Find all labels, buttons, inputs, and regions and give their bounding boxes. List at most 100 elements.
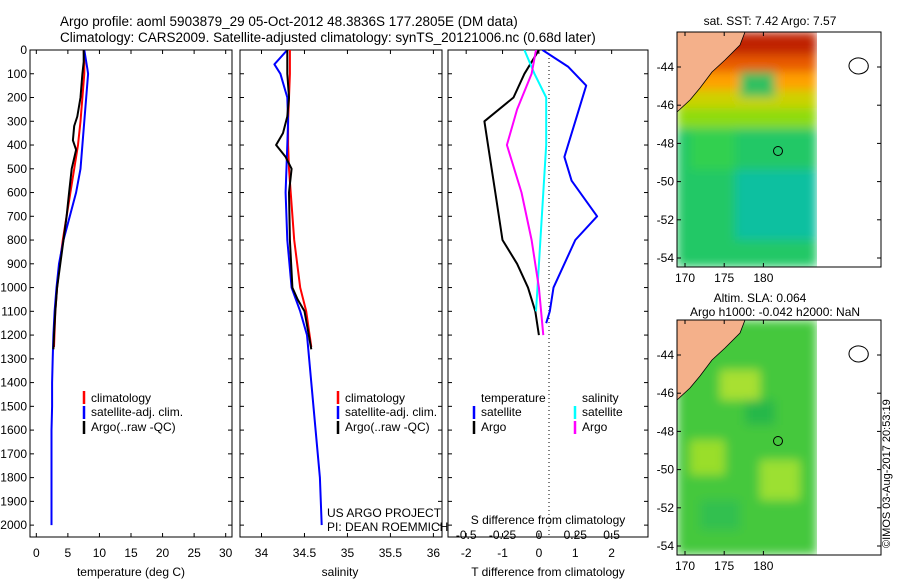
x-tick-label: 20 <box>156 546 170 560</box>
x-tick-label: 34.5 <box>293 546 317 560</box>
difference-axes-frame <box>447 49 649 538</box>
x-tick-label: 34 <box>255 546 269 560</box>
legend-climatology-label: climatology <box>345 391 405 405</box>
map-y-tick-label: -44 <box>657 348 675 362</box>
legend-s-satellite-label: satellite <box>582 405 623 419</box>
sst-map: sat. SST: 7.42 Argo: 7.57 170 175 180 -44 -4… <box>657 14 882 285</box>
map-y-tick-label: -48 <box>657 136 675 150</box>
y-tick-label: 1500 <box>0 399 27 413</box>
map-y-tick-label: -52 <box>657 501 675 515</box>
y-tick-label: 0 <box>20 43 27 57</box>
imos-credit: ©IMOS 03-Aug-2017 20:53:19 <box>881 399 893 548</box>
y-tick-label: 900 <box>7 257 27 271</box>
y-tick-label: 1100 <box>1 304 27 318</box>
map-x-tick-label: 170 <box>675 271 695 285</box>
temperature-axes-frame <box>29 49 233 538</box>
y-tick-label: 1700 <box>0 447 27 461</box>
salinity-xlabel: salinity <box>322 565 359 579</box>
difference-x-axis: -2 -1 0 1 2 -0.5 -0.25 0 0.25 0.5 <box>456 50 620 560</box>
map-y-tick-label: -50 <box>657 463 675 477</box>
legend-satellite-label: satellite-adj. clim. <box>91 405 183 419</box>
sla-map-frame <box>676 319 882 556</box>
y-tick-label: 1000 <box>0 281 27 295</box>
x-tick-label: 0 <box>33 546 40 560</box>
x-tick-label: 35 <box>341 546 355 560</box>
y-tick-label: 400 <box>7 138 27 152</box>
legend-argo-label: Argo(..raw -QC) <box>345 420 430 434</box>
t-tick-label: 1 <box>572 546 579 560</box>
series-line <box>275 50 313 350</box>
sla-field <box>677 320 881 555</box>
map-y-tick-label: -46 <box>657 386 675 400</box>
y-tick-label: 500 <box>7 162 27 176</box>
temperature-legend: climatology satellite-adj. clim. Argo(..… <box>82 391 183 434</box>
legend-s-argo-label: Argo <box>582 420 608 434</box>
t-tick-label: -2 <box>461 546 472 560</box>
t-tick-label: -1 <box>497 546 508 560</box>
sla-map: Altim. SLA: 0.064 Argo h1000: -0.042 h20… <box>657 291 882 573</box>
legend-satellite-label: satellite-adj. clim. <box>345 405 437 419</box>
sst-map-title: sat. SST: 7.42 Argo: 7.57 <box>704 14 837 28</box>
x-tick-label: 15 <box>124 546 138 560</box>
legend-salinity-title: salinity <box>582 391 619 405</box>
map-x-tick-label: 175 <box>714 559 734 573</box>
x-tick-label: 30 <box>219 546 233 560</box>
salinity-lines <box>273 50 323 526</box>
s-difference-xlabel: S difference from climatology <box>471 513 626 527</box>
temperature-lines <box>50 50 90 526</box>
pi-label: PI: DEAN ROEMMICH <box>327 520 448 534</box>
sst-map-ticks: 170 175 180 -44 -46 -48 -50 -52 -54 <box>657 32 881 285</box>
depth-axis: 0 100 200 300 400 500 600 700 800 900 1000 1100 1200… <box>0 43 232 532</box>
x-tick-label: 35.5 <box>379 546 403 560</box>
salinity-panel: 34 34.5 35 35.5 36 salinity climatology sate… <box>239 49 448 579</box>
sst-field <box>677 32 881 267</box>
salinity-x-axis: 34 34.5 35 35.5 36 <box>255 50 441 560</box>
temperature-xlabel: temperature (deg C) <box>77 565 185 579</box>
difference-depth-ticks <box>448 49 648 526</box>
legend-t-satellite-label: satellite <box>481 405 522 419</box>
map-y-tick-label: -50 <box>657 175 675 189</box>
y-tick-label: 800 <box>7 233 27 247</box>
map-x-tick-label: 180 <box>753 271 773 285</box>
map-y-tick-label: -46 <box>657 98 675 112</box>
s-tick-label: 0.5 <box>603 528 620 542</box>
map-y-tick-label: -52 <box>657 213 675 227</box>
sla-map-title-line1: Altim. SLA: 0.064 <box>714 291 807 305</box>
temperature-panel: 0100200300400500600700800900100011001200… <box>0 43 232 579</box>
salinity-legend: climatology satellite-adj. clim. Argo(..… <box>336 391 437 434</box>
series-line <box>523 50 548 312</box>
x-tick-label: 36 <box>427 546 441 560</box>
series-line <box>541 50 599 324</box>
map-x-tick-label: 180 <box>753 559 773 573</box>
map-y-tick-label: -54 <box>657 251 675 265</box>
s-tick-label: 0 <box>536 528 543 542</box>
map-x-tick-label: 175 <box>714 271 734 285</box>
series-line <box>483 50 540 336</box>
difference-lines <box>483 50 599 336</box>
y-tick-label: 700 <box>7 209 27 223</box>
x-tick-label: 5 <box>65 546 72 560</box>
sla-map-title-line2: Argo h1000: -0.042 h2000: NaN <box>690 305 860 319</box>
figure-title-line2: Climatology: CARS2009. Satellite-adjuste… <box>60 30 596 45</box>
legend-argo-label: Argo(..raw -QC) <box>91 420 176 434</box>
t-tick-label: 0 <box>536 546 543 560</box>
s-tick-label: 0.25 <box>564 528 588 542</box>
x-tick-label: 25 <box>187 546 201 560</box>
figure-title-line1: Argo profile: aoml 5903879_29 05-Oct-201… <box>60 14 518 29</box>
y-tick-label: 1900 <box>0 494 27 508</box>
series-line <box>52 50 85 350</box>
legend-t-argo-label: Argo <box>481 420 507 434</box>
y-tick-label: 300 <box>7 114 27 128</box>
sla-map-ticks: 170 175 180 -44 -46 -48 -50 -52 -54 <box>657 320 881 573</box>
salinity-depth-ticks <box>240 49 442 526</box>
series-line <box>273 50 323 526</box>
map-y-tick-label: -48 <box>657 424 675 438</box>
map-y-tick-label: -54 <box>657 539 675 553</box>
difference-panel: -2 -1 0 1 2 -0.5 -0.25 0 0.25 0.5 T difference fr… <box>447 49 649 579</box>
map-x-tick-label: 170 <box>675 559 695 573</box>
series-line <box>505 50 545 336</box>
s-tick-label: -0.25 <box>489 528 517 542</box>
temperature-x-axis: 0 5 10 15 20 25 30 <box>33 50 233 560</box>
project-label: US ARGO PROJECT <box>327 506 442 520</box>
